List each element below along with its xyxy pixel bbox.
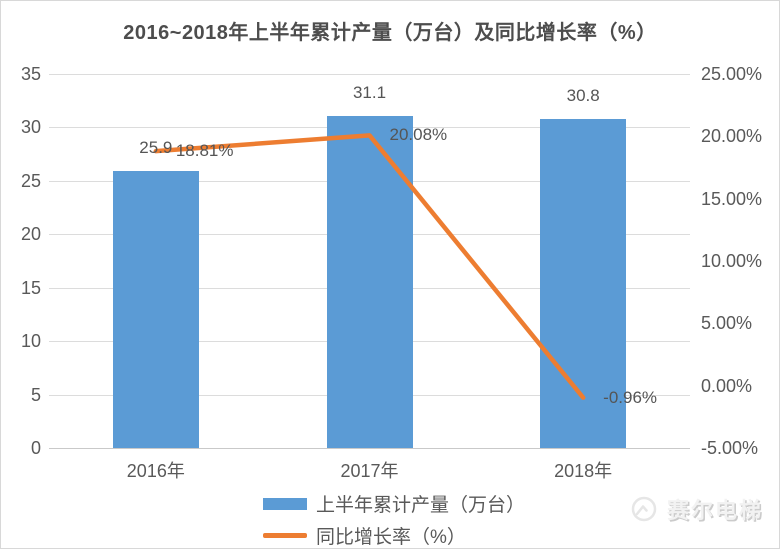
bar-2016年 — [112, 171, 199, 448]
x-axis-line — [49, 448, 690, 449]
y-axis-tick-left-35: 35 — [20, 64, 41, 84]
y-axis-tick-left-0: 0 — [30, 438, 41, 458]
y-axis-tick-left-5: 5 — [30, 384, 41, 405]
gridline — [49, 74, 690, 75]
legend: 上半年累计产量（万台） 同比增长率（%） — [263, 490, 525, 548]
y-axis-tick-left-25: 25 — [20, 170, 41, 191]
watermark-text: 赛尔电梯 — [666, 498, 763, 523]
legend-item-growth: 同比增长率（%） — [263, 522, 525, 548]
brand-logo-icon — [631, 496, 657, 522]
y-axis-tick-left-10: 10 — [20, 331, 41, 352]
y-axis-tick-left-20: 20 — [20, 224, 41, 245]
bar-series-swatch-icon — [263, 497, 307, 510]
x-axis-label-2018年: 2018年 — [554, 461, 613, 481]
x-axis-label-2016年: 2016年 — [126, 461, 185, 481]
legend-label-production: 上半年累计产量（万台） — [316, 495, 526, 516]
x-axis-label-2017年: 2017年 — [340, 461, 399, 481]
y-axis-tick-right-5.00%: 5.00% — [701, 313, 753, 334]
y-axis-tick-left-30: 30 — [20, 117, 41, 138]
y-axis-tick-right-20.00%: 20.00% — [701, 126, 763, 147]
bar-value-label-2016年: 25.9 — [139, 138, 173, 158]
line-series-swatch-icon — [263, 533, 307, 538]
y-axis-tick-right-25.00%: 25.00% — [701, 64, 763, 84]
line-value-label-2017年: 20.08% — [389, 125, 448, 145]
y-axis-tick-right-15.00%: 15.00% — [701, 188, 763, 209]
watermark: 赛尔电梯 — [629, 493, 763, 525]
bar-value-label-2017年: 31.1 — [352, 82, 387, 102]
y-axis-tick-left-15: 15 — [20, 277, 41, 298]
legend-item-production: 上半年累计产量（万台） — [263, 490, 525, 517]
line-value-label-2016年: 18.81% — [175, 141, 234, 161]
chart-title: 2016~2018年上半年累计产量（万台）及同比增长率（%） — [123, 22, 657, 44]
line-value-label-2018年: -0.96% — [603, 387, 658, 407]
bar-2017年 — [326, 115, 413, 448]
legend-label-growth: 同比增长率（%） — [316, 527, 466, 548]
y-axis-tick-right-10.00%: 10.00% — [701, 251, 763, 271]
y-axis-tick-right-0.00%: 0.00% — [701, 375, 753, 396]
y-axis-tick-right--5.00%: -5.00% — [701, 438, 759, 458]
bar-value-label-2018年: 30.8 — [566, 85, 600, 105]
